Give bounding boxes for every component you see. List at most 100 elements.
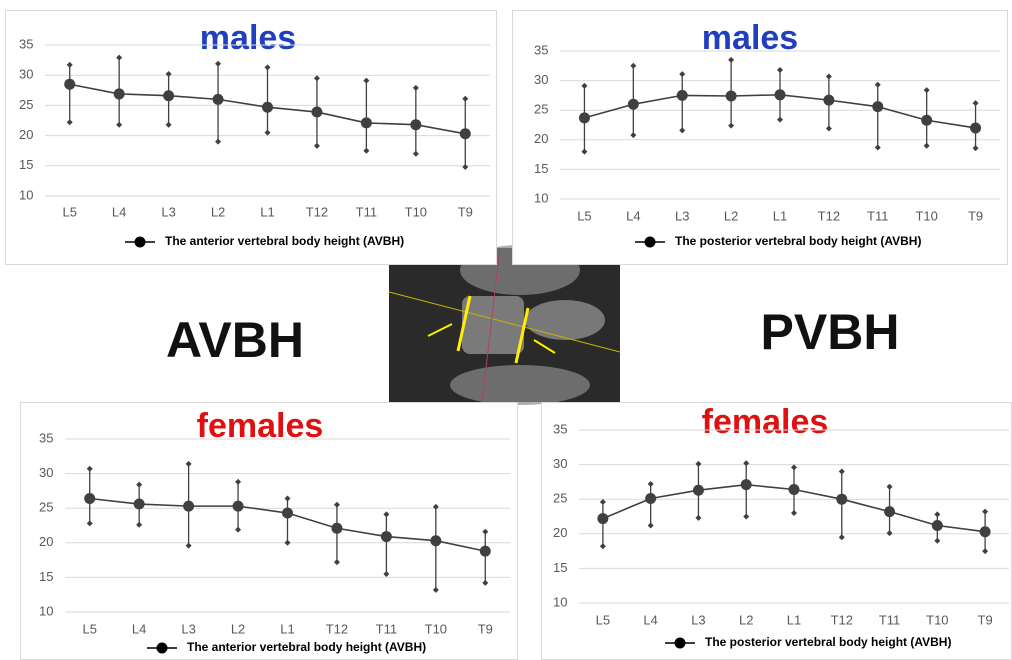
error-cap (116, 54, 123, 61)
error-cap (982, 548, 989, 555)
y-tick-label: 35 (534, 42, 548, 57)
point (360, 117, 372, 129)
x-tick-label: T10 (405, 204, 427, 219)
point (692, 484, 704, 496)
point (823, 94, 835, 106)
x-tick-label: T10 (425, 621, 447, 636)
legend-marker (644, 236, 656, 248)
error-cap (116, 121, 123, 128)
error-cap (412, 150, 419, 157)
point (113, 88, 125, 100)
point (133, 498, 145, 510)
error-cap (215, 60, 222, 67)
x-tick-label: L4 (112, 204, 126, 219)
error-cap (581, 82, 588, 89)
error-cap (647, 522, 654, 529)
error-cap (264, 129, 271, 136)
x-tick-label: T10 (926, 612, 948, 627)
point (212, 93, 224, 105)
error-cap (333, 501, 340, 508)
error-cap (630, 62, 637, 69)
y-tick-label: 25 (553, 491, 567, 506)
error-cap (432, 586, 439, 593)
x-tick-label: L1 (787, 612, 801, 627)
y-tick-label: 30 (534, 72, 548, 87)
x-tick-label: L5 (62, 204, 76, 219)
point (645, 493, 657, 505)
error-cap (482, 528, 489, 535)
x-tick-label: L5 (82, 621, 96, 636)
error-cap (313, 142, 320, 149)
error-cap (743, 513, 750, 520)
y-tick-label: 15 (553, 560, 567, 575)
point (331, 522, 343, 534)
x-tick-label: T9 (978, 612, 993, 627)
point (931, 519, 943, 531)
error-cap (982, 508, 989, 515)
error-cap (791, 510, 797, 517)
y-tick-label: 15 (534, 161, 548, 176)
x-tick-label: L3 (181, 621, 195, 636)
error-cap (363, 147, 370, 154)
legend-label: The anterior vertebral body height (AVBH… (187, 640, 426, 654)
error-cap (777, 66, 783, 73)
y-tick-label: 35 (553, 421, 567, 436)
error-cap (383, 570, 390, 577)
error-cap (284, 539, 291, 546)
point (884, 506, 896, 518)
x-tick-label: L5 (596, 612, 610, 627)
error-cap (695, 514, 702, 521)
error-cap (581, 148, 588, 155)
x-tick-label: L2 (739, 612, 753, 627)
panel-border (5, 10, 497, 265)
legend-marker (156, 642, 168, 654)
legend-label: The anterior vertebral body height (AVBH… (165, 234, 404, 248)
x-tick-label: L3 (691, 612, 705, 627)
error-cap (886, 530, 893, 537)
chart-panel: females 10 15 20 25 30 35 L5 L4 L3 L2 L1 T12 T11 T10 T9… (541, 402, 1012, 660)
point (380, 531, 392, 543)
error-cap (972, 145, 979, 152)
point (597, 513, 609, 525)
error-cap (923, 87, 930, 94)
error-cap (743, 460, 750, 467)
x-tick-label: T12 (831, 612, 853, 627)
error-cap (66, 61, 73, 68)
point (459, 128, 471, 140)
y-tick-label: 30 (19, 67, 33, 82)
point (921, 114, 933, 126)
x-tick-label: T12 (818, 208, 840, 223)
x-tick-label: T9 (458, 204, 473, 219)
x-tick-label: T11 (879, 612, 900, 627)
error-cap (874, 81, 881, 88)
pvbh-label: PVBH (761, 304, 900, 360)
error-cap (432, 503, 439, 510)
y-tick-label: 10 (534, 190, 548, 205)
error-cap (482, 579, 489, 586)
point (232, 500, 244, 512)
point (183, 500, 195, 512)
point (970, 122, 982, 134)
avbh-label: AVBH (166, 312, 304, 368)
legend-marker (674, 637, 686, 649)
y-tick-label: 25 (534, 102, 548, 117)
y-tick-label: 25 (19, 97, 33, 112)
error-cap (728, 56, 735, 63)
point (676, 89, 688, 101)
error-cap (874, 144, 881, 151)
legend-marker (134, 236, 146, 248)
error-cap (462, 95, 469, 102)
error-cap (462, 164, 469, 171)
x-tick-label: L3 (161, 204, 175, 219)
x-tick-label: T9 (478, 621, 493, 636)
error-cap (695, 460, 702, 467)
error-cap (679, 127, 686, 134)
point (627, 98, 639, 110)
panel-border (541, 402, 1012, 660)
point (872, 101, 884, 113)
x-tick-label: L1 (260, 204, 274, 219)
error-cap (679, 71, 686, 78)
error-cap (825, 73, 832, 80)
point (979, 526, 991, 538)
y-tick-label: 10 (19, 187, 33, 202)
